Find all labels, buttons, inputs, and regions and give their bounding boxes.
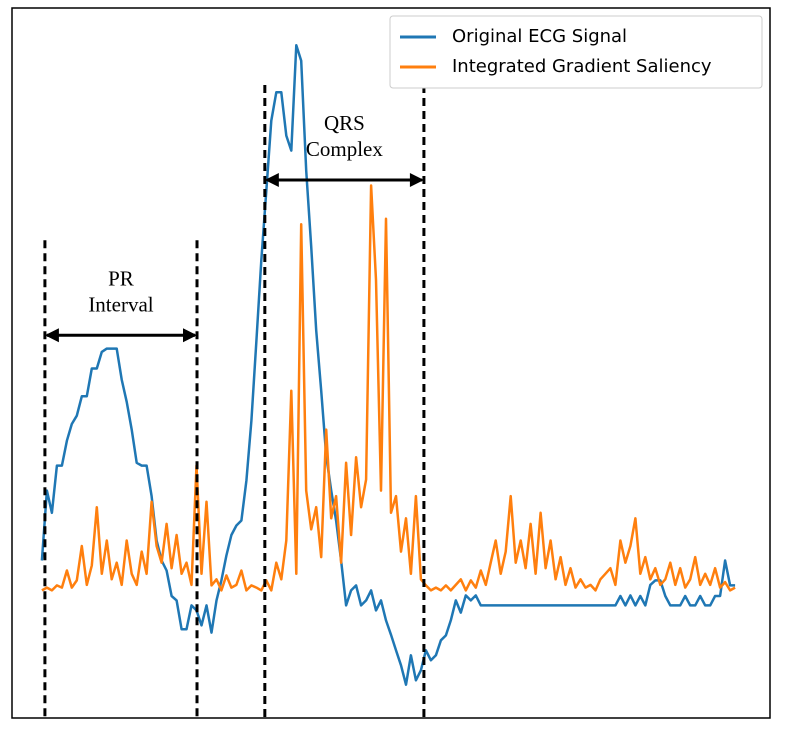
- arrow-head: [409, 172, 424, 187]
- annotation-label: Interval: [88, 292, 153, 316]
- annotation-label: Complex: [306, 137, 383, 161]
- legend-label: Integrated Gradient Saliency: [452, 56, 712, 77]
- plot-frame: [11, 7, 771, 719]
- arrow-head: [264, 172, 279, 187]
- annotation-label: QRS: [324, 111, 365, 135]
- arrow-head: [44, 328, 59, 343]
- legend-box: [389, 15, 763, 89]
- legend-label: Original ECG Signal: [452, 26, 627, 47]
- annotation-label: PR: [108, 266, 134, 290]
- arrow-head: [183, 328, 198, 343]
- line-series: [41, 184, 736, 592]
